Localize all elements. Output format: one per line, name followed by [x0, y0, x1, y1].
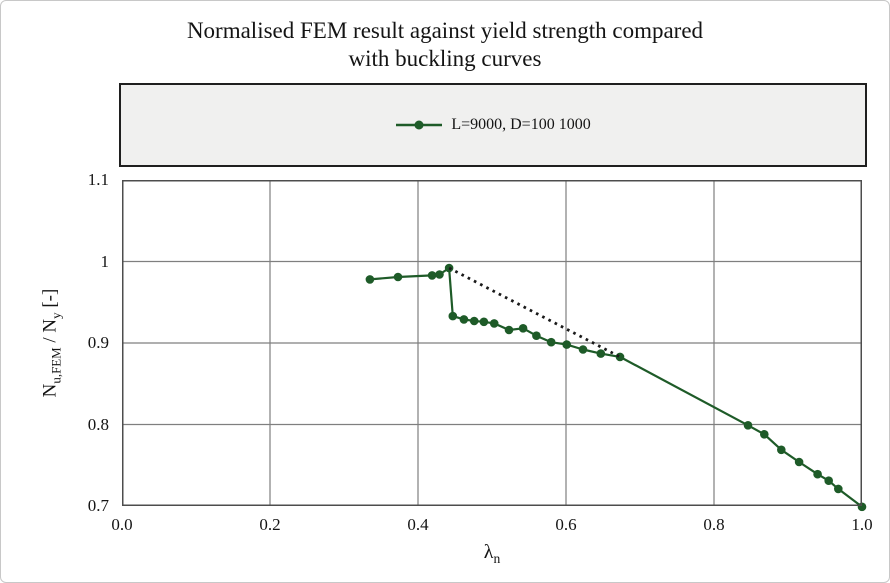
- y-tick-label: 1.1: [87, 170, 109, 189]
- y-tick-label: 0.8: [87, 414, 109, 434]
- series-marker: [448, 311, 458, 321]
- series-marker: [459, 315, 469, 324]
- series-marker: [365, 275, 375, 284]
- plot-frame: [122, 180, 862, 506]
- series-marker: [743, 421, 753, 430]
- x-tick-label: 0.2: [259, 515, 281, 534]
- chart-title-line1: Normalised FEM result against yield stre…: [186, 18, 704, 43]
- x-tick-label: 0.0: [111, 515, 133, 534]
- series-marker: [578, 345, 588, 354]
- series-marker: [532, 331, 541, 340]
- legend-line-marker-icon: [395, 119, 443, 131]
- series-marker: [824, 476, 833, 486]
- series-line: [369, 266, 863, 508]
- series-marker: [435, 270, 444, 279]
- series-marker: [469, 316, 479, 326]
- legend-label: L=9000, D=100 1000: [451, 116, 591, 133]
- series-marker: [760, 430, 769, 439]
- legend: L=9000, D=100 1000: [119, 83, 867, 167]
- chart-title-line2: with buckling curves: [348, 46, 542, 71]
- y-tick-label: 0.7: [87, 496, 109, 515]
- series-marker: [479, 317, 489, 327]
- y-tick-label: 0.9: [87, 333, 109, 352]
- x-axis-title: λn: [122, 541, 862, 567]
- chart-title: Normalised FEM result against yield stre…: [1, 17, 889, 73]
- series-marker: [777, 445, 786, 455]
- x-axis-symbol: λ: [483, 541, 494, 563]
- x-tick-label: 0.6: [555, 515, 577, 534]
- y-tick-label: 1: [100, 251, 110, 271]
- series-marker: [489, 319, 499, 328]
- x-tick-label: 0.8: [703, 515, 725, 534]
- series-marker: [393, 272, 403, 282]
- plot-area: [122, 180, 867, 512]
- x-axis-subscript: n: [493, 551, 501, 566]
- series-marker: [562, 340, 571, 349]
- series-marker: [813, 469, 822, 479]
- x-tick-label: 1.0: [851, 515, 873, 534]
- x-tick-label: 0.4: [407, 515, 429, 534]
- series-marker: [596, 349, 606, 358]
- series-marker: [504, 325, 514, 335]
- series-marker: [518, 324, 528, 333]
- series-marker: [427, 271, 437, 280]
- series-marker: [546, 337, 556, 347]
- series-marker: [834, 484, 843, 494]
- series-marker: [794, 457, 804, 467]
